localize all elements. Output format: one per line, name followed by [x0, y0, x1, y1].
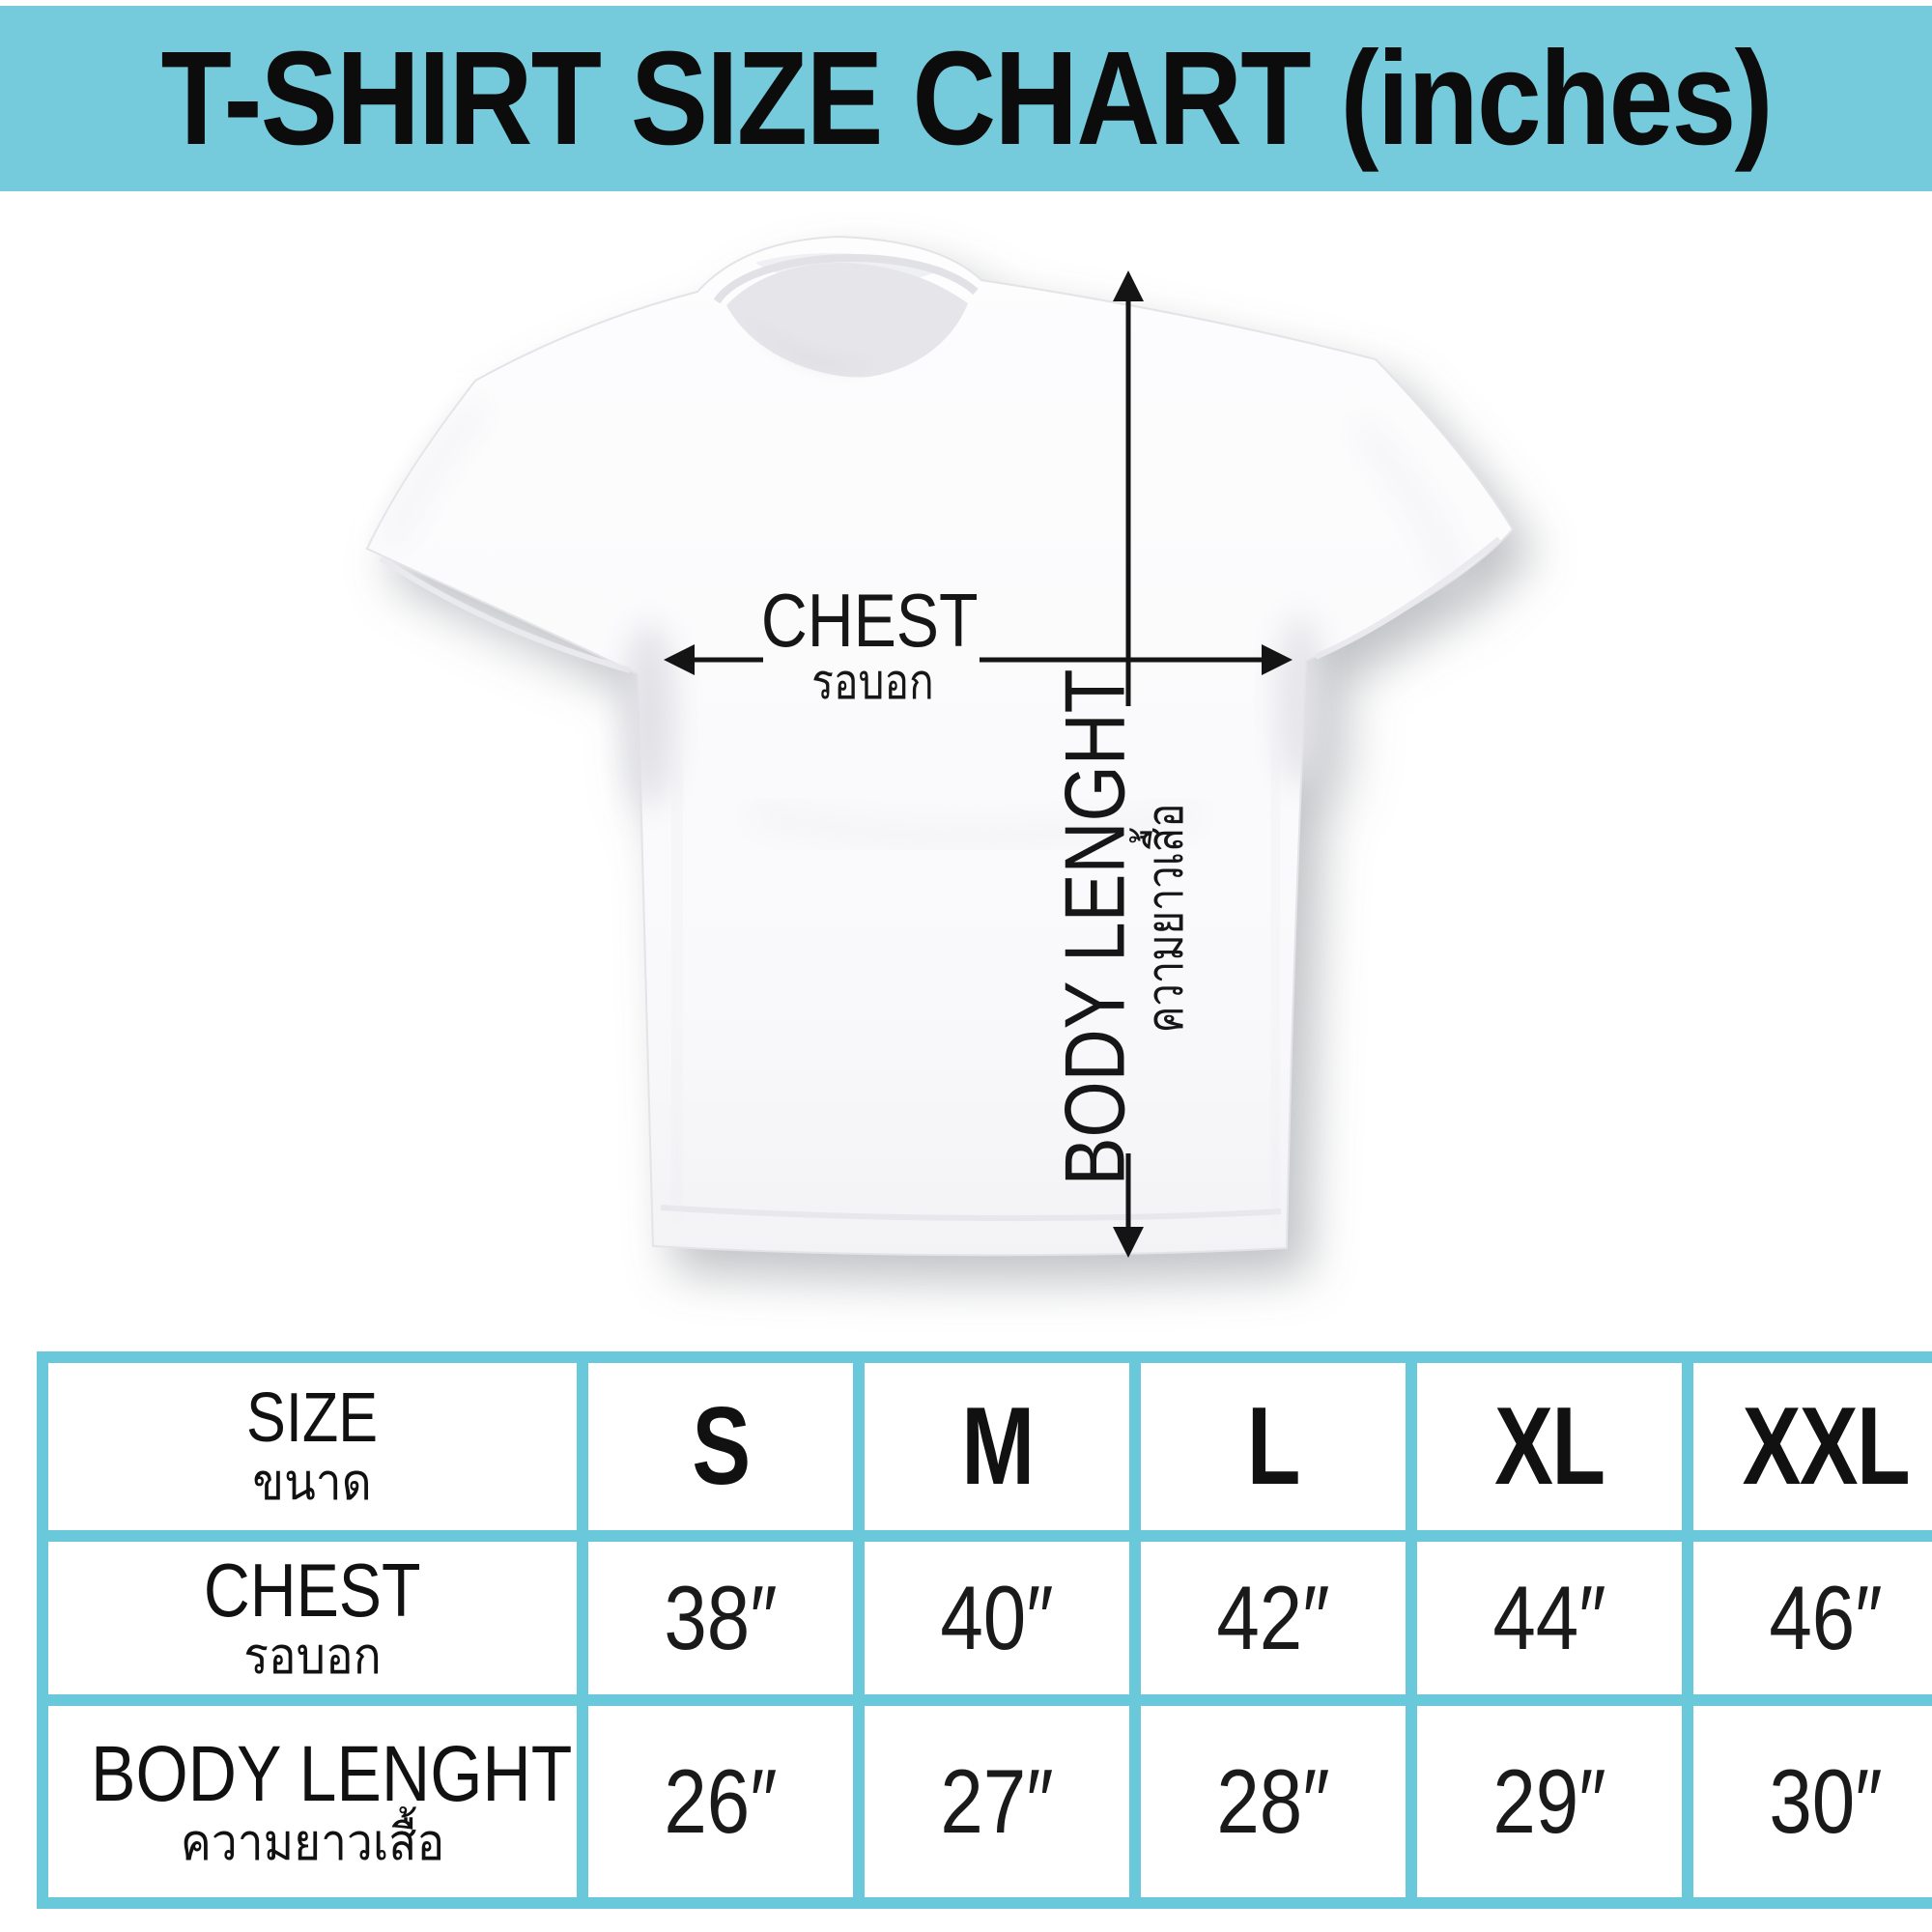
size-header-row: SIZE ขนาด S M L XL XXL	[37, 1351, 1932, 1542]
size-cell-xxl: XXL	[1682, 1351, 1932, 1542]
size-row-header: SIZE ขนาด	[37, 1351, 588, 1542]
body-length-value-xl: 29″	[1406, 1694, 1693, 1909]
size-cell-xl: XL	[1406, 1351, 1693, 1542]
chest-row: CHEST รอบอก 38″ 40″ 42″ 44″ 46″	[37, 1530, 1932, 1706]
collar-rib	[713, 253, 979, 304]
size-cell-m: M	[853, 1351, 1141, 1542]
body-length-diagram-label-thai: ความยาวเสื้อ	[1138, 803, 1195, 1033]
chest-value-m: 40″	[853, 1530, 1141, 1706]
chest-value-s: 38″	[577, 1530, 865, 1706]
body-length-value-m: 27″	[853, 1694, 1141, 1909]
body-length-value-xxl: 30″	[1682, 1694, 1932, 1909]
chest-diagram-label-thai: รอบอก	[810, 654, 934, 709]
chest-value-xl: 44″	[1406, 1530, 1693, 1706]
chest-value-l: 42″	[1129, 1530, 1417, 1706]
body-length-row-header: BODY LENGHT ความยาวเสื้อ	[37, 1694, 588, 1909]
size-cell-l: L	[1129, 1351, 1417, 1542]
chest-diagram-label: CHEST	[760, 577, 979, 663]
body-length-value-l: 28″	[1129, 1694, 1417, 1909]
chest-arrow	[664, 644, 1293, 675]
size-cell-s: S	[577, 1351, 865, 1542]
body-length-arrow	[1113, 270, 1144, 1258]
header-band: T-SHIRT SIZE CHART (inches)	[0, 6, 1932, 191]
tshirt-graphic	[365, 235, 1515, 1257]
size-table: SIZE ขนาด S M L XL XXL CHEST รอบอก 38″ 4…	[37, 1351, 1932, 1909]
page-title: T-SHIRT SIZE CHART (inches)	[160, 23, 1773, 173]
chest-value-xxl: 46″	[1682, 1530, 1932, 1706]
body-length-row: BODY LENGHT ความยาวเสื้อ 26″ 27″ 28″ 29″…	[37, 1694, 1932, 1909]
body-length-value-s: 26″	[577, 1694, 865, 1909]
chest-row-header: CHEST รอบอก	[37, 1530, 588, 1706]
